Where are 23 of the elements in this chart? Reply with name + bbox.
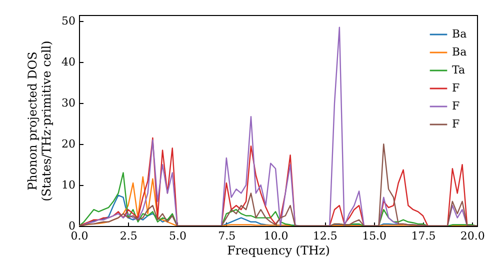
x-tick-label: 10.0 [264, 230, 288, 242]
legend-label: Ba [452, 28, 468, 40]
x-tick-label: 7.5 [218, 230, 236, 242]
legend-label: Ba [452, 46, 468, 58]
x-tick-label: 20.0 [460, 230, 485, 242]
y-tick-label: 30 [62, 96, 76, 110]
legend-label: F [452, 100, 460, 112]
x-tick-label: 17.5 [411, 230, 436, 242]
legend-label: F [452, 82, 460, 94]
x-tick-label: 15.0 [362, 230, 387, 242]
y-tick-label: 10 [62, 178, 76, 192]
x-tick-label: 2.5 [120, 230, 138, 242]
y-tick-label: 0 [68, 220, 76, 232]
x-tick-label: 0.0 [70, 230, 88, 242]
x-axis-title: Frequency (THz) [227, 244, 330, 258]
legend-label: F [452, 118, 460, 130]
y-axis-title: Phonon projected DOS (States/THz·primitive cell) [26, 40, 54, 202]
legend-label: Ta [452, 64, 466, 76]
y-tick-label: 20 [62, 138, 76, 151]
y-tick-label: 50 [62, 14, 76, 28]
x-tick-label: 12.5 [312, 230, 338, 242]
y-tick-label: 40 [62, 56, 76, 69]
x-tick-label: 5.0 [169, 230, 187, 242]
